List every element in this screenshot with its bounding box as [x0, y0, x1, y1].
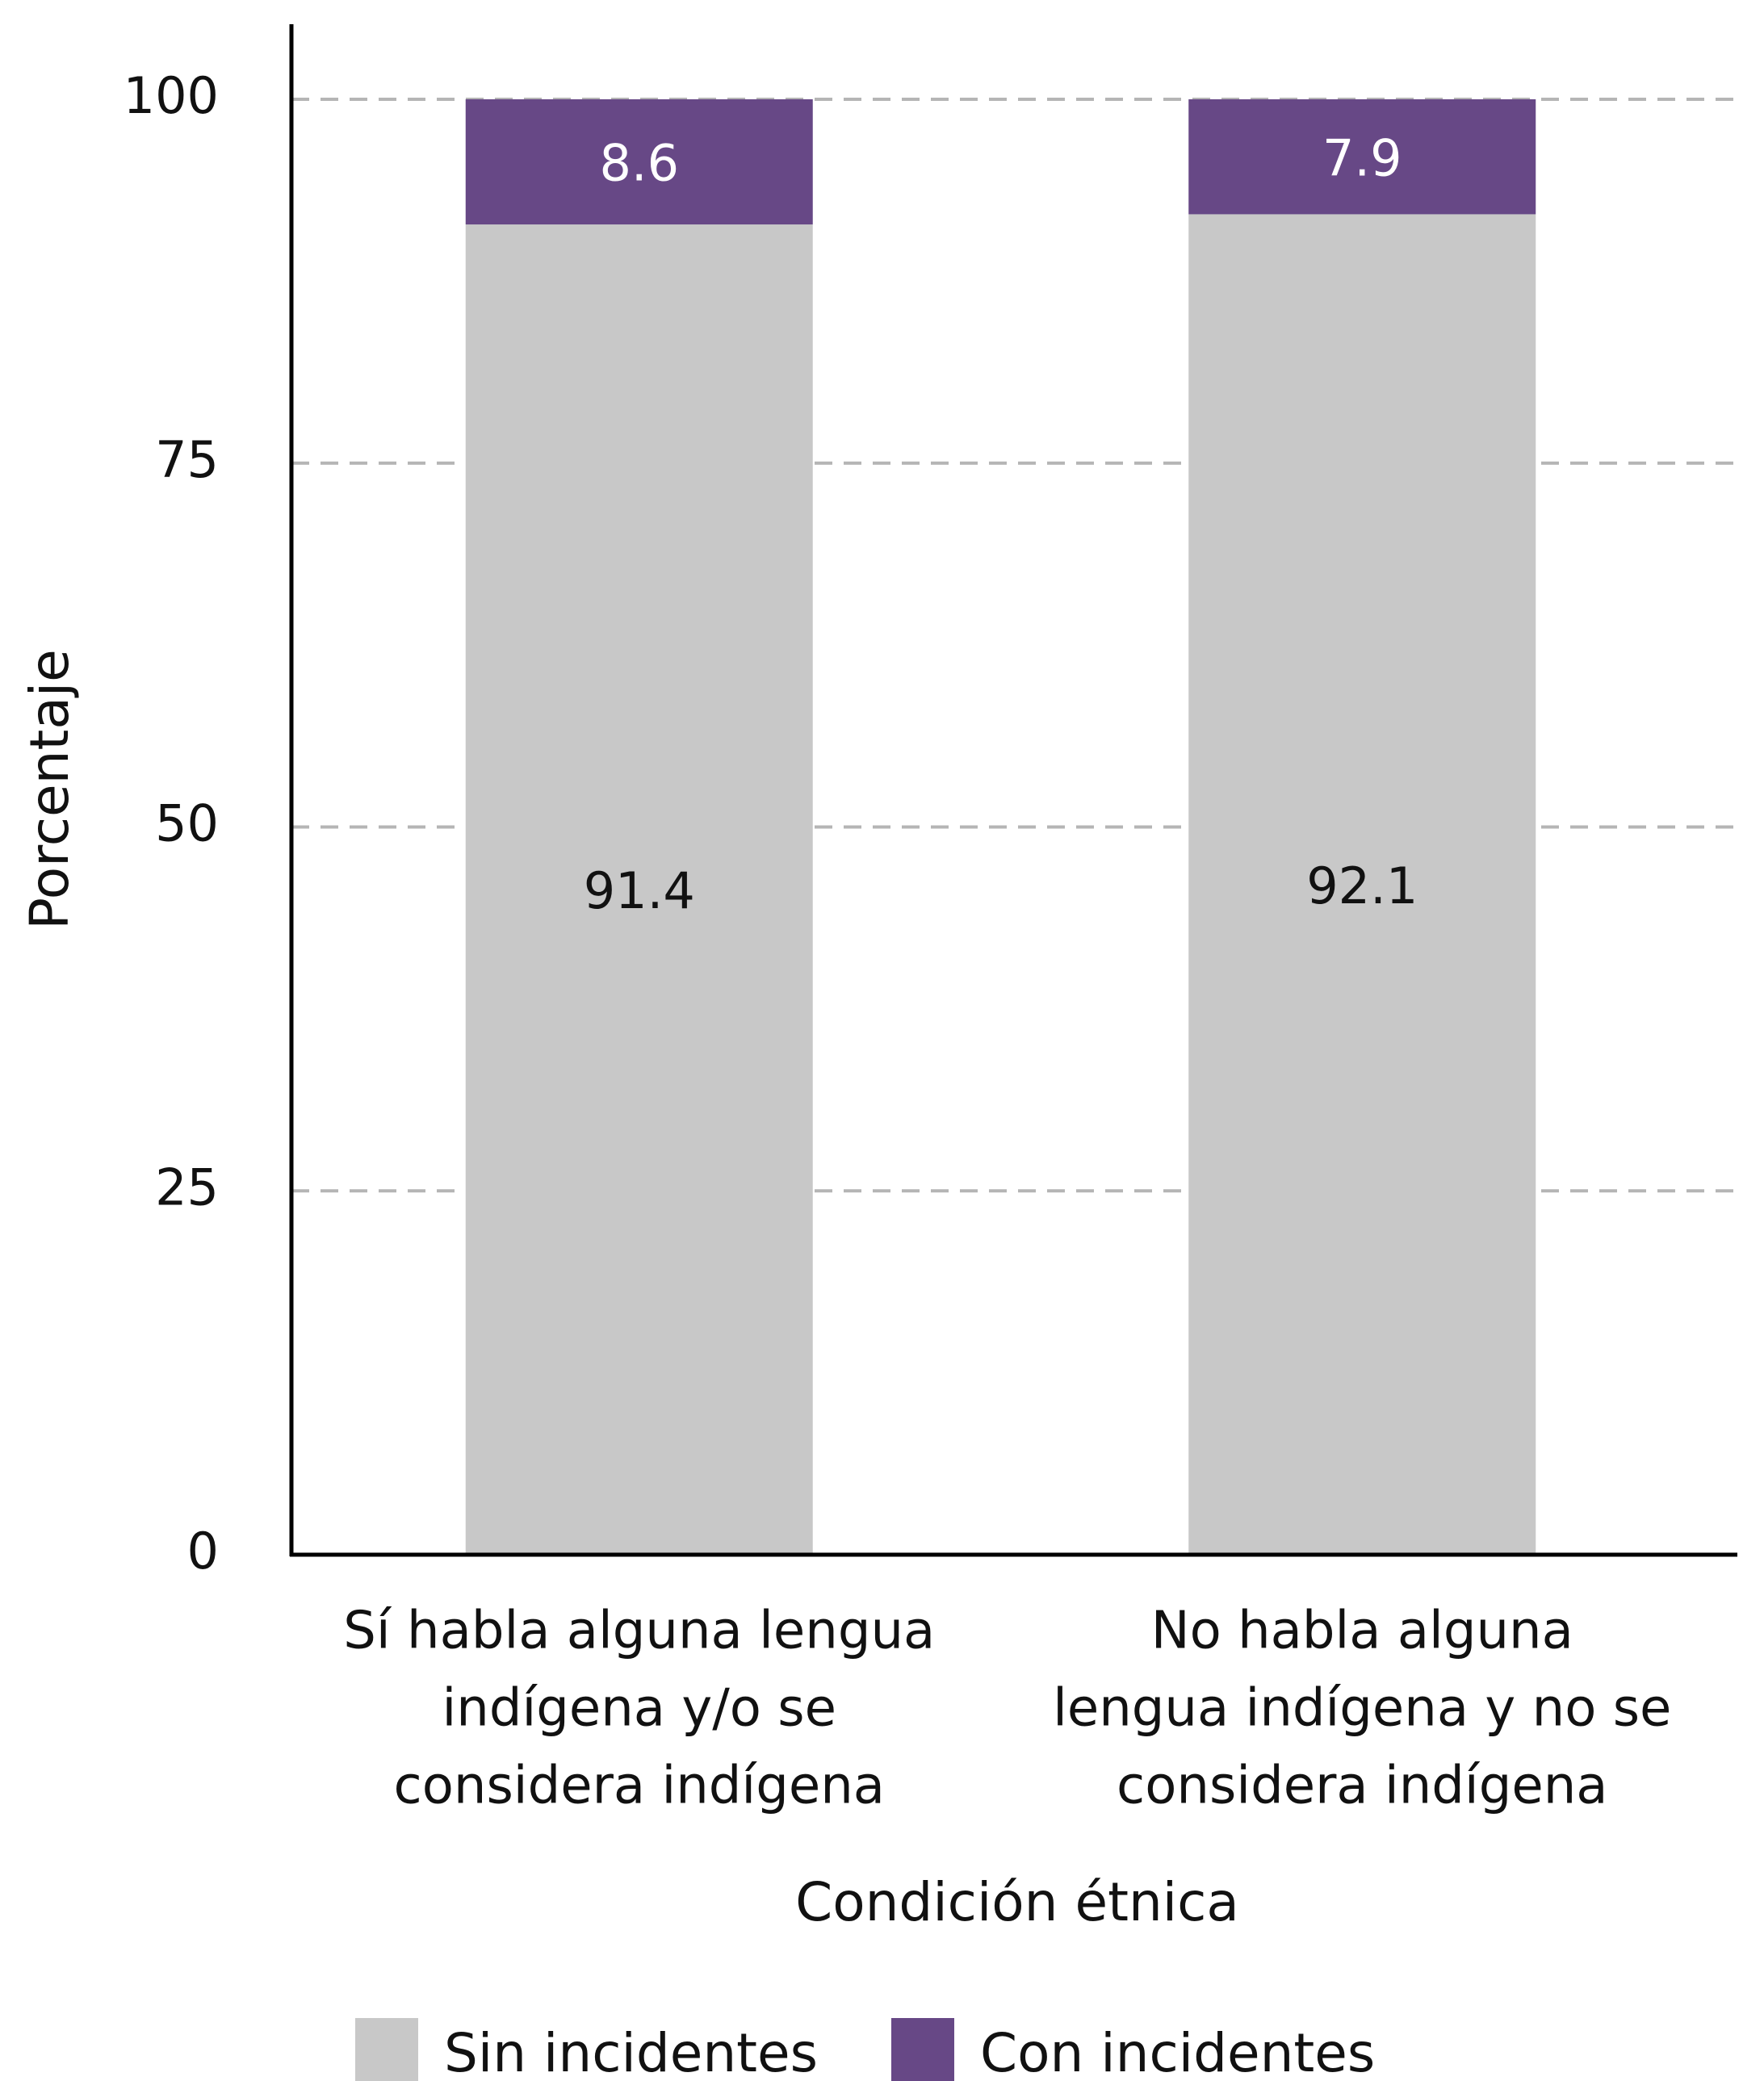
x-axis-title: Condición étnica: [795, 1871, 1239, 1933]
y-tick-label: 75: [155, 430, 219, 489]
x-tick-label: Sí habla alguna lengua: [343, 1602, 935, 1661]
bar-segment: [465, 99, 813, 225]
bar-segment: [465, 224, 813, 1556]
legend-swatch: [355, 2018, 418, 2081]
x-tick-label: indígena y/o se: [442, 1679, 836, 1739]
legend-swatch: [891, 2018, 954, 2081]
legend-label: Con incidentes: [980, 2022, 1375, 2081]
x-tick-label: considera indígena: [1117, 1756, 1607, 1816]
y-tick-label: 100: [124, 66, 219, 125]
y-tick-label: 50: [155, 794, 219, 853]
y-tick-label: 25: [155, 1158, 219, 1216]
value-label: 8.6: [599, 134, 679, 193]
x-tick-label: No habla alguna: [1151, 1602, 1573, 1661]
legend-label: Sin incidentes: [444, 2022, 818, 2081]
bar-segment: [1188, 99, 1536, 215]
y-tick-label: 0: [187, 1522, 219, 1581]
bar-segment: [1188, 214, 1536, 1555]
x-tick-label: lengua indígena y no se: [1053, 1679, 1671, 1739]
value-label: 91.4: [584, 861, 695, 920]
value-label: 92.1: [1306, 856, 1418, 915]
y-axis-title: Porcentaje: [19, 649, 81, 930]
x-tick-label: considera indígena: [394, 1756, 885, 1816]
value-label: 7.9: [1322, 128, 1402, 187]
